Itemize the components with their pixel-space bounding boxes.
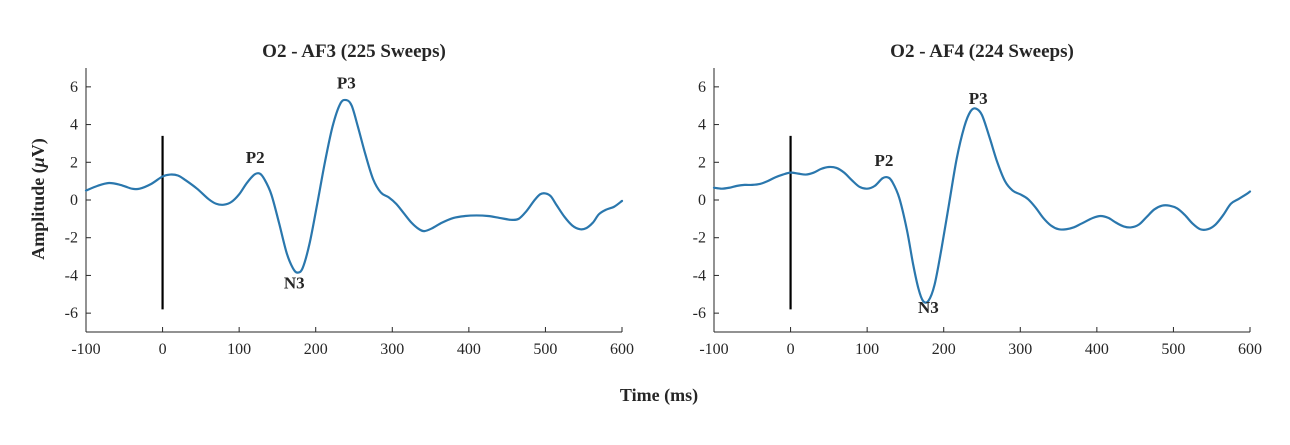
y-tick-label: 2: [70, 154, 78, 171]
y-tick-label: -2: [65, 230, 78, 247]
x-tick-label: 500: [533, 341, 557, 358]
y-tick-label: -6: [65, 305, 78, 322]
y-tick-label: 6: [698, 79, 706, 96]
x-tick-label: 100: [855, 341, 879, 358]
chart-title: O2 - AF3 (225 Sweeps): [262, 41, 446, 62]
x-axis-label: Time (ms): [620, 385, 698, 406]
peak-label-p3: P3: [337, 74, 356, 93]
chart-title: O2 - AF4 (224 Sweeps): [890, 41, 1074, 62]
x-tick-label: 200: [932, 341, 956, 358]
erp-waveform-line: [84, 98, 624, 274]
y-tick-label: 6: [70, 79, 78, 96]
y-tick-label: -2: [693, 230, 706, 247]
y-tick-label: 0: [70, 192, 78, 209]
chart-o2-af4: O2 - AF4 (224 Sweeps) -100 0 100 200 300 400 50…: [693, 41, 1262, 358]
y-tick-label: 0: [698, 192, 706, 209]
peak-label-p2: P2: [875, 151, 894, 170]
x-tick-label: 400: [457, 341, 481, 358]
x-tick-label: 0: [159, 341, 167, 358]
y-tick-label: -4: [693, 267, 706, 284]
y-axis-label: Amplitude (μV): [28, 138, 49, 260]
y-tick-label: -6: [693, 305, 706, 322]
peak-label-n3: N3: [284, 274, 305, 293]
x-tick-label: 400: [1085, 341, 1109, 358]
peak-label-p2: P2: [246, 148, 265, 167]
x-tick-label: 300: [380, 341, 404, 358]
x-tick-label: 0: [787, 341, 795, 358]
x-tick-label: 600: [610, 341, 634, 358]
y-tick-label: 4: [70, 117, 78, 134]
y-tick-label: 4: [698, 117, 706, 134]
peak-label-n3: N3: [918, 298, 939, 317]
x-tick-label: 300: [1008, 341, 1032, 358]
x-tick-label: 600: [1238, 341, 1262, 358]
x-tick-label: 100: [227, 341, 251, 358]
x-tick-label: 200: [304, 341, 328, 358]
peak-label-p3: P3: [969, 89, 988, 108]
erp-waveform-line: [712, 107, 1252, 304]
y-tick-label: -4: [65, 267, 78, 284]
x-tick-label: -100: [71, 341, 100, 358]
chart-o2-af3: O2 - AF3 (225 Sweeps) -100 0 100 200 300 400 50…: [65, 41, 634, 358]
x-tick-label: 500: [1161, 341, 1185, 358]
y-tick-label: 2: [698, 154, 706, 171]
x-tick-label: -100: [699, 341, 728, 358]
